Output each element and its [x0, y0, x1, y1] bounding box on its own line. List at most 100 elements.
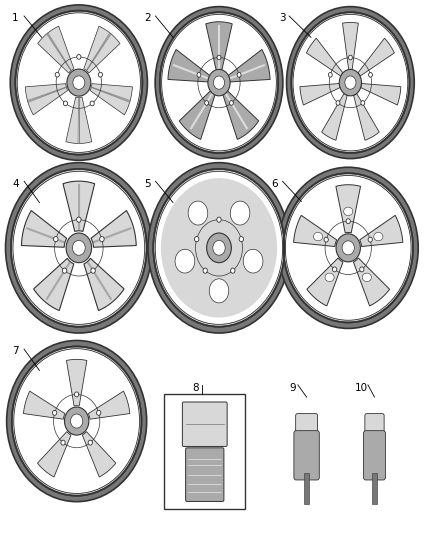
Ellipse shape	[374, 232, 383, 241]
Ellipse shape	[148, 163, 290, 333]
Ellipse shape	[148, 246, 290, 259]
Ellipse shape	[205, 101, 208, 105]
Ellipse shape	[217, 217, 221, 222]
Ellipse shape	[332, 267, 337, 272]
Ellipse shape	[328, 72, 332, 77]
Text: 9: 9	[289, 383, 296, 393]
Polygon shape	[336, 185, 360, 233]
Polygon shape	[360, 215, 403, 246]
Ellipse shape	[213, 76, 225, 89]
Bar	[372, 473, 377, 504]
Polygon shape	[361, 84, 401, 105]
Ellipse shape	[91, 268, 95, 273]
Ellipse shape	[88, 440, 92, 445]
Ellipse shape	[160, 12, 278, 153]
Polygon shape	[88, 391, 130, 419]
Ellipse shape	[287, 177, 409, 318]
Ellipse shape	[90, 101, 94, 106]
Ellipse shape	[208, 69, 230, 96]
Polygon shape	[307, 258, 343, 306]
Ellipse shape	[163, 17, 275, 149]
Ellipse shape	[243, 249, 263, 273]
Polygon shape	[343, 22, 358, 69]
Polygon shape	[358, 38, 394, 76]
Ellipse shape	[7, 419, 147, 432]
Ellipse shape	[100, 237, 104, 242]
Ellipse shape	[209, 279, 229, 303]
Polygon shape	[168, 50, 211, 82]
Ellipse shape	[62, 268, 67, 273]
Ellipse shape	[283, 173, 413, 322]
Polygon shape	[67, 359, 87, 406]
Ellipse shape	[291, 12, 410, 153]
Polygon shape	[300, 84, 340, 105]
Ellipse shape	[286, 6, 414, 159]
Polygon shape	[90, 84, 132, 115]
Ellipse shape	[77, 54, 81, 59]
Ellipse shape	[153, 169, 285, 327]
Ellipse shape	[16, 351, 138, 491]
Ellipse shape	[336, 234, 360, 262]
Ellipse shape	[155, 171, 283, 325]
Ellipse shape	[342, 241, 354, 255]
Polygon shape	[227, 50, 270, 82]
Ellipse shape	[295, 17, 406, 149]
Ellipse shape	[6, 163, 152, 333]
Ellipse shape	[361, 101, 365, 105]
Ellipse shape	[19, 15, 138, 150]
Polygon shape	[21, 211, 67, 247]
Ellipse shape	[345, 76, 356, 89]
Ellipse shape	[286, 81, 414, 93]
Text: 8: 8	[193, 383, 199, 393]
Ellipse shape	[230, 201, 250, 225]
Polygon shape	[25, 84, 68, 115]
Ellipse shape	[17, 13, 141, 152]
Ellipse shape	[217, 55, 221, 60]
Polygon shape	[91, 211, 136, 247]
Ellipse shape	[98, 72, 102, 77]
Text: 4: 4	[12, 179, 19, 189]
Ellipse shape	[360, 267, 364, 272]
FancyBboxPatch shape	[186, 448, 224, 502]
Polygon shape	[63, 181, 95, 231]
Polygon shape	[38, 26, 74, 73]
Polygon shape	[353, 258, 389, 306]
Ellipse shape	[230, 101, 233, 105]
Ellipse shape	[66, 233, 92, 263]
Ellipse shape	[15, 174, 143, 322]
Ellipse shape	[161, 178, 277, 318]
Ellipse shape	[368, 72, 372, 77]
Ellipse shape	[293, 14, 408, 151]
Ellipse shape	[13, 171, 145, 325]
Polygon shape	[82, 432, 116, 477]
Polygon shape	[293, 215, 337, 246]
Ellipse shape	[7, 341, 147, 502]
Ellipse shape	[175, 249, 195, 273]
Ellipse shape	[10, 81, 148, 93]
Bar	[164, 394, 245, 509]
Ellipse shape	[12, 346, 141, 496]
Text: 5: 5	[145, 179, 151, 189]
Ellipse shape	[344, 207, 353, 215]
Polygon shape	[23, 391, 65, 419]
Ellipse shape	[237, 72, 241, 77]
Text: 6: 6	[272, 179, 278, 189]
FancyBboxPatch shape	[296, 414, 318, 438]
Ellipse shape	[64, 407, 89, 435]
Ellipse shape	[53, 410, 57, 415]
Ellipse shape	[346, 219, 350, 224]
Text: 1: 1	[12, 13, 19, 23]
Ellipse shape	[14, 349, 140, 494]
Ellipse shape	[77, 217, 81, 222]
Polygon shape	[37, 432, 71, 477]
Ellipse shape	[325, 273, 334, 281]
Ellipse shape	[362, 273, 371, 281]
FancyBboxPatch shape	[364, 431, 385, 480]
Ellipse shape	[194, 237, 199, 242]
Text: 7: 7	[12, 346, 19, 357]
Ellipse shape	[324, 237, 328, 242]
Polygon shape	[179, 90, 215, 140]
Ellipse shape	[15, 11, 142, 155]
Ellipse shape	[96, 410, 101, 415]
Ellipse shape	[157, 174, 281, 322]
